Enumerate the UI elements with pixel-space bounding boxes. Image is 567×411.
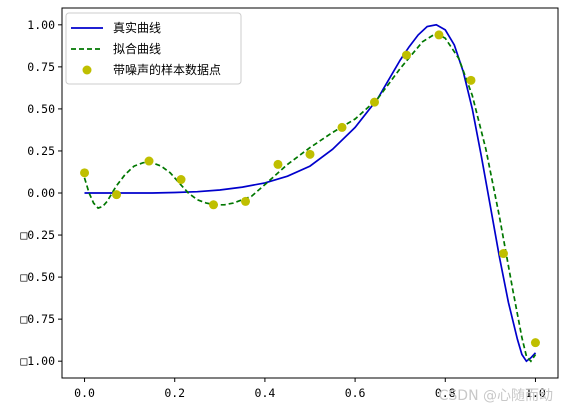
y-tick-label: 0.75 [27, 60, 55, 74]
sample-point [176, 175, 186, 185]
sample-point [401, 50, 411, 60]
plot-layer [80, 23, 540, 363]
y-tick-label: □0.75 [20, 312, 55, 326]
x-tick-label: 1.0 [525, 386, 546, 400]
x-tick-label: 0.8 [435, 386, 456, 400]
legend: 真实曲线 拟合曲线 带噪声的样本数据点 [65, 12, 242, 85]
sample-point [112, 190, 122, 200]
y-tick-label: □0.50 [20, 270, 55, 284]
sample-point [144, 156, 154, 166]
fit-curve-line [83, 32, 537, 363]
true-curve-line [84, 23, 537, 363]
y-tick-label: □1.00 [20, 354, 55, 368]
legend-label-fit-curve: 拟合曲线 [113, 41, 161, 56]
sample-point [273, 159, 283, 169]
y-tick-label: □0.25 [20, 228, 55, 242]
sample-point [305, 149, 315, 159]
sample-point [337, 122, 347, 132]
legend-label-sample-points: 带噪声的样本数据点 [113, 62, 221, 77]
sample-point [369, 97, 379, 107]
y-tick-label: 1.00 [27, 18, 55, 32]
sample-point [498, 249, 508, 259]
watermark: CSDN @心随而动 [439, 388, 553, 404]
legend-label-true-curve: 真实曲线 [113, 20, 161, 35]
sample-point [530, 338, 540, 348]
x-tick-label: 0.0 [74, 386, 95, 400]
y-tick-label: 0.50 [27, 102, 55, 116]
sample-point [466, 75, 476, 85]
sample-point [80, 168, 90, 178]
x-tick-label: 0.2 [164, 386, 185, 400]
x-tick-label: 0.4 [255, 386, 276, 400]
legend-swatch-sample-points [82, 65, 92, 75]
x-axis-ticks: 0.0 0.2 0.4 0.6 0.8 1.0 [74, 378, 546, 400]
sample-point [434, 30, 444, 40]
x-tick-label: 0.6 [345, 386, 366, 400]
y-tick-label: 0.25 [27, 144, 55, 158]
sample-point [241, 196, 251, 206]
sample-point [209, 200, 219, 210]
y-tick-label: 0.00 [27, 186, 55, 200]
y-axis-ticks: 1.00 0.75 0.50 0.25 0.00 □0.25 □0.50 □0.75 □1.00 [20, 18, 62, 368]
legend-box [65, 12, 242, 85]
